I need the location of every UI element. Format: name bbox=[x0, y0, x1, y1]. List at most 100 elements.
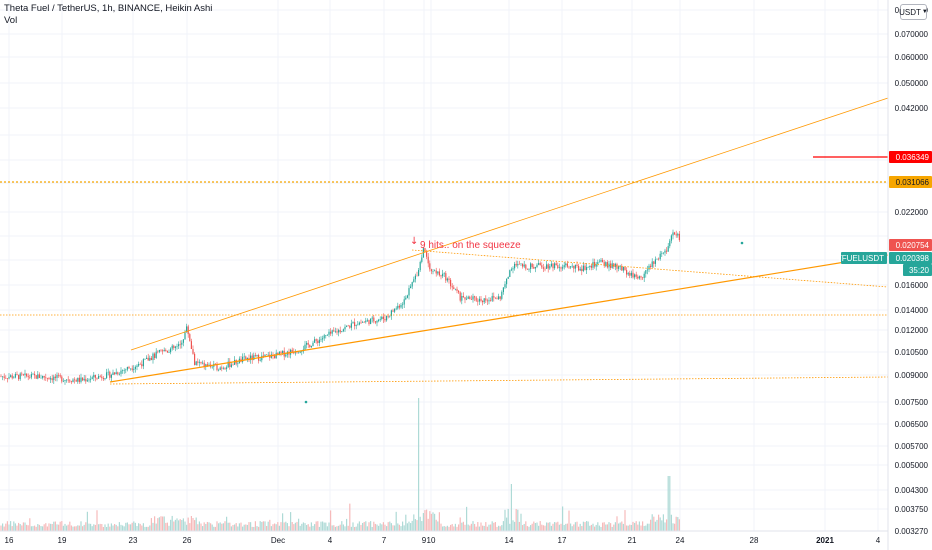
time-tick-label: 26 bbox=[183, 536, 192, 545]
candle-body bbox=[446, 278, 448, 281]
time-axis[interactable]: 16 19 23 26 Dec 4 7 9 10 14 17 21 24 28 2021 4 bbox=[0, 530, 888, 545]
candle-body bbox=[146, 357, 148, 359]
last-price-tag: 0.020398 bbox=[896, 254, 930, 263]
volume-bar bbox=[382, 522, 384, 531]
candle-body bbox=[237, 363, 239, 365]
candle-body bbox=[470, 299, 472, 300]
upper-trendline bbox=[130, 97, 889, 351]
volume-bar bbox=[395, 511, 397, 531]
candle-body bbox=[371, 317, 373, 319]
candle-body bbox=[338, 330, 340, 333]
volume-bar bbox=[517, 509, 519, 531]
currency-button[interactable]: USDT ▼ bbox=[899, 4, 928, 20]
volume-bar bbox=[142, 523, 144, 531]
candle-body bbox=[35, 375, 37, 379]
volume-bar bbox=[198, 521, 200, 531]
candle-body bbox=[83, 378, 85, 381]
annotation-text: 9 hits.. on the squeeze bbox=[420, 240, 521, 251]
candle-body bbox=[144, 358, 146, 360]
volume-bar bbox=[352, 522, 354, 531]
volume-bar bbox=[525, 521, 527, 531]
candle-body bbox=[56, 374, 58, 378]
price-tick-label: 0.016000 bbox=[895, 281, 929, 290]
candle-body bbox=[483, 298, 485, 303]
candle-body bbox=[77, 377, 79, 382]
candle-body bbox=[339, 330, 341, 333]
volume-bar bbox=[635, 521, 637, 531]
volume-bar bbox=[318, 526, 320, 531]
volume-bar bbox=[294, 522, 296, 531]
volume-bar bbox=[493, 522, 495, 531]
candle-body bbox=[242, 356, 244, 362]
candle-body bbox=[445, 273, 447, 281]
candle-body bbox=[523, 264, 525, 267]
candle-body bbox=[362, 322, 364, 323]
candle-body bbox=[618, 266, 620, 269]
candle-body bbox=[163, 349, 165, 352]
volume-bar bbox=[630, 524, 632, 531]
volume-bar bbox=[42, 526, 44, 531]
candle-body bbox=[326, 334, 328, 336]
volume-bar bbox=[291, 522, 293, 531]
volume-bar bbox=[602, 522, 604, 531]
candle-body bbox=[627, 273, 629, 275]
volume-bar bbox=[229, 522, 231, 531]
candle-body bbox=[578, 265, 580, 271]
volume-bar bbox=[253, 526, 255, 531]
candle-body bbox=[542, 267, 544, 269]
volume-bar bbox=[515, 508, 517, 531]
volume-label[interactable]: Vol bbox=[4, 15, 18, 26]
volume-bar bbox=[437, 521, 439, 531]
candle-body bbox=[264, 354, 266, 357]
candle-body bbox=[139, 364, 141, 365]
volume-bar bbox=[106, 526, 108, 531]
volume-bar bbox=[70, 525, 72, 531]
symbol-title[interactable]: Theta Fuel / TetherUS, 1h, BINANCE, Heik… bbox=[4, 3, 213, 14]
volume-bar bbox=[494, 522, 496, 531]
candle-body bbox=[106, 372, 108, 379]
volume-bar bbox=[610, 523, 612, 531]
volume-bar bbox=[144, 526, 146, 531]
candle-body bbox=[267, 354, 269, 356]
candle-body bbox=[78, 377, 80, 382]
candle-body bbox=[589, 265, 591, 267]
volume-bar bbox=[50, 523, 52, 531]
volume-bar bbox=[166, 522, 168, 531]
candle-body bbox=[646, 269, 648, 271]
volume-bar bbox=[502, 521, 504, 531]
volume-bar bbox=[342, 524, 344, 531]
volume-bar bbox=[2, 523, 4, 531]
volume-bar bbox=[370, 521, 372, 531]
volume-bar bbox=[200, 523, 202, 531]
candle-body bbox=[211, 366, 213, 368]
volume-bar bbox=[637, 524, 639, 531]
candle-body bbox=[29, 377, 31, 378]
volume-bar bbox=[478, 526, 480, 531]
candle-body bbox=[82, 377, 84, 381]
volume-bar bbox=[94, 524, 96, 531]
volume-bar bbox=[123, 526, 125, 531]
candle-body bbox=[491, 296, 493, 301]
volume-bar bbox=[403, 525, 405, 531]
volume-bar bbox=[360, 524, 362, 531]
volume-bar bbox=[163, 516, 165, 531]
time-tick-label: 7 bbox=[382, 536, 387, 545]
candle-body bbox=[246, 357, 248, 360]
candle-body bbox=[461, 296, 463, 301]
volume-bar bbox=[77, 525, 79, 531]
volume-bar bbox=[560, 523, 562, 531]
volume-bar bbox=[416, 520, 418, 531]
volume-bar bbox=[664, 522, 666, 531]
volume-bar bbox=[480, 522, 482, 531]
candle-body bbox=[494, 297, 496, 299]
volume-bar bbox=[651, 514, 653, 531]
candle-body bbox=[11, 375, 13, 379]
candle-body bbox=[512, 268, 514, 270]
volume-bar bbox=[211, 524, 213, 531]
volume-bar bbox=[35, 526, 37, 531]
volume-bar bbox=[259, 521, 261, 531]
candle-body bbox=[22, 374, 24, 375]
volume-bar bbox=[205, 523, 207, 531]
volume-bar bbox=[219, 522, 221, 531]
